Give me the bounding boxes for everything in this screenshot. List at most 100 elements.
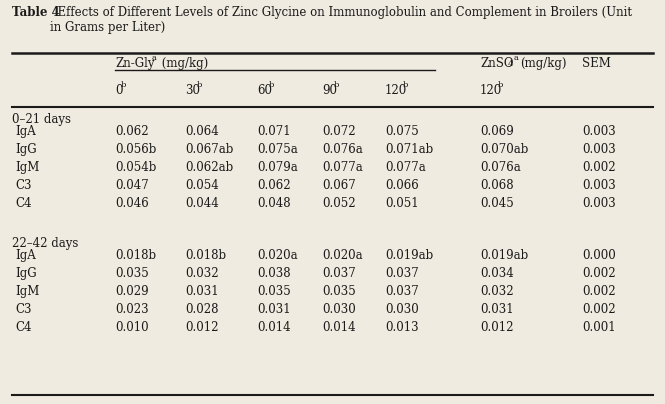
Text: 0.032: 0.032 [480, 285, 513, 298]
Text: b: b [121, 81, 126, 89]
Text: 0.019ab: 0.019ab [385, 249, 434, 262]
Text: b: b [197, 81, 202, 89]
Text: 0.037: 0.037 [322, 267, 356, 280]
Text: b: b [334, 81, 339, 89]
Text: b: b [402, 81, 408, 89]
Text: 0.045: 0.045 [480, 197, 514, 210]
Text: a: a [514, 54, 519, 62]
Text: 0.018b: 0.018b [185, 249, 226, 262]
Text: 0.072: 0.072 [322, 125, 356, 138]
Text: 0.012: 0.012 [480, 321, 513, 334]
Text: IgM: IgM [15, 161, 39, 174]
Text: (mg/kg): (mg/kg) [520, 57, 567, 70]
Text: 0.075: 0.075 [385, 125, 419, 138]
Text: 0.020a: 0.020a [257, 249, 298, 262]
Text: 0.002: 0.002 [582, 161, 616, 174]
Text: 0–21 days: 0–21 days [12, 113, 71, 126]
Text: a: a [152, 54, 157, 62]
Text: 0.064: 0.064 [185, 125, 219, 138]
Text: 30: 30 [185, 84, 200, 97]
Text: b: b [269, 81, 274, 89]
Text: 0.077a: 0.077a [322, 161, 362, 174]
Text: (mg/kg): (mg/kg) [158, 57, 208, 70]
Text: 0.035: 0.035 [115, 267, 149, 280]
Text: 0.031: 0.031 [480, 303, 513, 316]
Text: 0.079a: 0.079a [257, 161, 298, 174]
Text: 0.062ab: 0.062ab [185, 161, 233, 174]
Text: 0.038: 0.038 [257, 267, 291, 280]
Text: 0.062: 0.062 [257, 179, 291, 192]
Text: 22–42 days: 22–42 days [12, 237, 78, 250]
Text: 0.051: 0.051 [385, 197, 419, 210]
Text: 120: 120 [385, 84, 407, 97]
Text: 0.013: 0.013 [385, 321, 419, 334]
Text: 120: 120 [480, 84, 502, 97]
Text: 0.037: 0.037 [385, 267, 419, 280]
Text: SEM: SEM [582, 57, 611, 70]
Text: 0.003: 0.003 [582, 125, 616, 138]
Text: 90: 90 [322, 84, 337, 97]
Text: 0.076a: 0.076a [480, 161, 521, 174]
Text: 0.031: 0.031 [185, 285, 219, 298]
Text: b: b [497, 81, 503, 89]
Text: IgG: IgG [15, 267, 37, 280]
Text: 0.003: 0.003 [582, 143, 616, 156]
Text: 0.037: 0.037 [385, 285, 419, 298]
Text: 0.019ab: 0.019ab [480, 249, 528, 262]
Text: ZnSO: ZnSO [480, 57, 513, 70]
Text: IgM: IgM [15, 285, 39, 298]
Text: 0.012: 0.012 [185, 321, 219, 334]
Text: C4: C4 [15, 197, 31, 210]
Text: Zn-Gly: Zn-Gly [115, 57, 154, 70]
Text: 0.077a: 0.077a [385, 161, 426, 174]
Text: 0.075a: 0.075a [257, 143, 298, 156]
Text: 0.035: 0.035 [322, 285, 356, 298]
Text: 60: 60 [257, 84, 272, 97]
Text: 0.018b: 0.018b [115, 249, 156, 262]
Text: 0.002: 0.002 [582, 267, 616, 280]
Text: 4: 4 [508, 60, 513, 68]
Text: 0.067ab: 0.067ab [185, 143, 233, 156]
Text: C3: C3 [15, 303, 31, 316]
Text: 0.030: 0.030 [322, 303, 356, 316]
Text: C3: C3 [15, 179, 31, 192]
Text: C4: C4 [15, 321, 31, 334]
Text: 0.066: 0.066 [385, 179, 419, 192]
Text: 0.048: 0.048 [257, 197, 291, 210]
Text: 0.052: 0.052 [322, 197, 356, 210]
Text: Effects of Different Levels of Zinc Glycine on Immunoglobulin and Complement in : Effects of Different Levels of Zinc Glyc… [50, 6, 632, 34]
Text: 0.014: 0.014 [322, 321, 356, 334]
Text: 0.014: 0.014 [257, 321, 291, 334]
Text: 0.023: 0.023 [115, 303, 148, 316]
Text: 0.076a: 0.076a [322, 143, 362, 156]
Text: 0.044: 0.044 [185, 197, 219, 210]
Text: 0.029: 0.029 [115, 285, 148, 298]
Text: 0.069: 0.069 [480, 125, 514, 138]
Text: 0.020a: 0.020a [322, 249, 362, 262]
Text: 0.003: 0.003 [582, 179, 616, 192]
Text: IgA: IgA [15, 125, 36, 138]
Text: Table 4: Table 4 [12, 6, 60, 19]
Text: 0.071ab: 0.071ab [385, 143, 434, 156]
Text: IgG: IgG [15, 143, 37, 156]
Text: 0.054b: 0.054b [115, 161, 156, 174]
Text: 0.071: 0.071 [257, 125, 291, 138]
Text: 0.002: 0.002 [582, 285, 616, 298]
Text: 0.002: 0.002 [582, 303, 616, 316]
Text: 0: 0 [115, 84, 122, 97]
Text: 0.003: 0.003 [582, 197, 616, 210]
Text: 0.028: 0.028 [185, 303, 219, 316]
Text: 0.034: 0.034 [480, 267, 514, 280]
Text: 0.056b: 0.056b [115, 143, 156, 156]
Text: 0.054: 0.054 [185, 179, 219, 192]
Text: 0.032: 0.032 [185, 267, 219, 280]
Text: 0.000: 0.000 [582, 249, 616, 262]
Text: 0.030: 0.030 [385, 303, 419, 316]
Text: 0.067: 0.067 [322, 179, 356, 192]
Text: 0.031: 0.031 [257, 303, 291, 316]
Text: 0.046: 0.046 [115, 197, 149, 210]
Text: 0.070ab: 0.070ab [480, 143, 529, 156]
Text: IgA: IgA [15, 249, 36, 262]
Text: 0.001: 0.001 [582, 321, 616, 334]
Text: 0.047: 0.047 [115, 179, 149, 192]
